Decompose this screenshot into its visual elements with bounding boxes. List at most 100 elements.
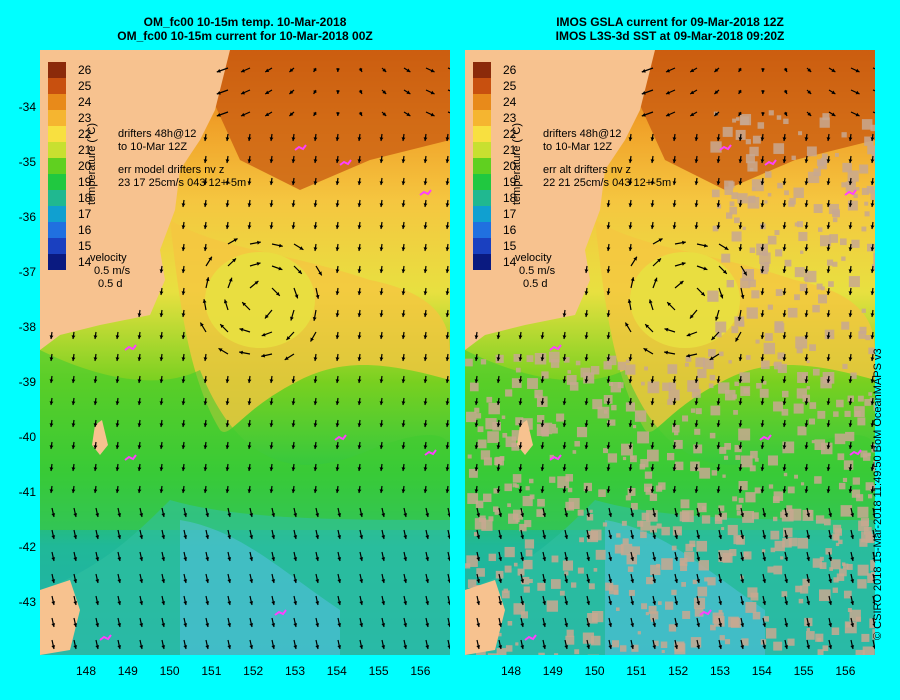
right-colorbar-label: 18 — [503, 191, 517, 205]
right-current-arrow — [870, 397, 875, 406]
right-current-arrow — [674, 617, 679, 628]
left-current-arrow — [401, 309, 406, 318]
right-no-data-pixel — [537, 415, 545, 423]
right-current-arrow — [694, 463, 699, 472]
right-current-arrow — [804, 397, 809, 406]
right-no-data-pixel — [809, 344, 816, 352]
left-current-arrow — [445, 155, 450, 164]
right-current-arrow — [806, 639, 811, 650]
right-no-data-pixel — [475, 413, 482, 419]
left-drifter-track — [124, 344, 137, 351]
left-current-arrow — [293, 507, 298, 518]
right-current-arrow — [694, 375, 699, 384]
right-current-arrow — [870, 221, 875, 230]
right-no-data-pixel — [646, 577, 654, 585]
right-no-data-pixel — [794, 474, 799, 479]
left-current-arrow — [445, 375, 450, 384]
right-no-data-pixel — [832, 533, 840, 541]
left-current-arrow — [335, 221, 340, 230]
right-current-arrow — [498, 595, 503, 606]
left-current-arrow — [115, 375, 120, 384]
right-velocity-legend: velocity 0.5 m/s 0.5 d — [515, 252, 555, 291]
right-no-data-pixel — [767, 455, 778, 466]
right-no-data-pixel — [795, 336, 808, 349]
right-no-data-pixel — [517, 568, 525, 576]
right-error-annotation: err alt drifters nv z 22 21 25cm/s 043 1… — [543, 164, 671, 190]
left-current-arrow — [445, 287, 450, 296]
right-no-data-pixel — [556, 413, 565, 422]
right-map-title: IMOS GSLA current for 09-Mar-2018 12Z IM… — [460, 15, 880, 43]
right-no-data-pixel — [777, 363, 787, 373]
right-no-data-pixel — [527, 378, 538, 389]
right-no-data-pixel — [495, 354, 504, 363]
right-no-data-pixel — [650, 611, 659, 620]
right-drifter-track — [699, 609, 712, 616]
left-current-arrow — [269, 485, 274, 494]
left-current-arrow — [401, 353, 406, 362]
right-current-arrow — [762, 507, 767, 518]
left-current-arrow — [335, 243, 340, 252]
right-current-arrow — [542, 573, 547, 584]
right-current-arrow — [714, 89, 720, 95]
left-current-arrow — [381, 551, 386, 562]
right-no-data-pixel — [656, 523, 662, 529]
right-current-arrow — [650, 375, 655, 384]
right-no-data-pixel — [690, 461, 700, 472]
left-current-arrow — [425, 573, 430, 584]
left-current-arrow — [381, 111, 387, 117]
right-no-data-pixel — [774, 540, 785, 552]
left-current-arrow — [423, 441, 428, 450]
right-velocity-label: velocity — [515, 252, 552, 264]
right-no-data-pixel — [660, 641, 668, 649]
right-current-arrow — [686, 331, 698, 337]
right-no-data-pixel — [751, 179, 764, 192]
left-current-arrow — [216, 111, 229, 117]
right-current-arrow — [848, 177, 853, 186]
right-no-data-pixel — [487, 431, 499, 443]
left-current-arrow — [117, 595, 122, 606]
right-no-data-pixel — [833, 577, 839, 583]
right-no-data-pixel — [492, 421, 501, 431]
right-no-data-pixel — [662, 382, 671, 391]
right-current-arrow — [498, 507, 503, 518]
right-no-data-pixel — [789, 508, 802, 521]
right-current-arrow — [783, 67, 788, 73]
right-no-data-pixel — [616, 533, 621, 538]
right-current-arrow — [498, 639, 503, 650]
right-current-arrow — [540, 331, 545, 340]
left-current-arrow — [445, 331, 450, 340]
right-current-arrow — [804, 177, 809, 186]
left-current-arrow — [71, 353, 76, 362]
right-no-data-pixel — [566, 375, 577, 385]
right-no-data-pixel — [870, 559, 875, 571]
right-current-arrow — [628, 375, 633, 384]
right-current-arrow — [664, 327, 676, 333]
longitude-tick-label: 152 — [668, 664, 689, 678]
left-current-arrow — [401, 265, 406, 274]
right-no-data-pixel — [798, 598, 804, 604]
right-colorbar-label: 20 — [503, 159, 517, 173]
right-no-data-pixel — [815, 515, 825, 524]
right-no-data-pixel — [761, 549, 766, 553]
left-current-arrow — [247, 419, 252, 428]
left-current-arrow — [401, 375, 406, 384]
right-no-data-pixel — [858, 331, 867, 339]
left-current-arrow — [264, 309, 273, 319]
right-no-data-pixel — [572, 450, 577, 454]
right-current-arrow — [540, 441, 545, 450]
left-current-arrow — [115, 419, 120, 428]
left-current-arrow — [357, 265, 362, 274]
left-current-arrow — [219, 323, 229, 333]
right-no-data-pixel — [740, 455, 753, 468]
left-current-arrow — [423, 331, 428, 340]
right-no-data-pixel — [824, 329, 835, 340]
right-no-data-pixel — [797, 537, 809, 549]
right-no-data-pixel — [494, 457, 502, 466]
left-current-arrow — [115, 397, 120, 406]
right-current-arrow — [652, 551, 657, 562]
right-no-data-pixel — [738, 480, 748, 491]
right-current-arrow — [806, 507, 811, 518]
right-no-data-pixel — [672, 526, 682, 536]
right-current-arrow — [606, 309, 611, 318]
right-no-data-pixel — [640, 459, 649, 468]
